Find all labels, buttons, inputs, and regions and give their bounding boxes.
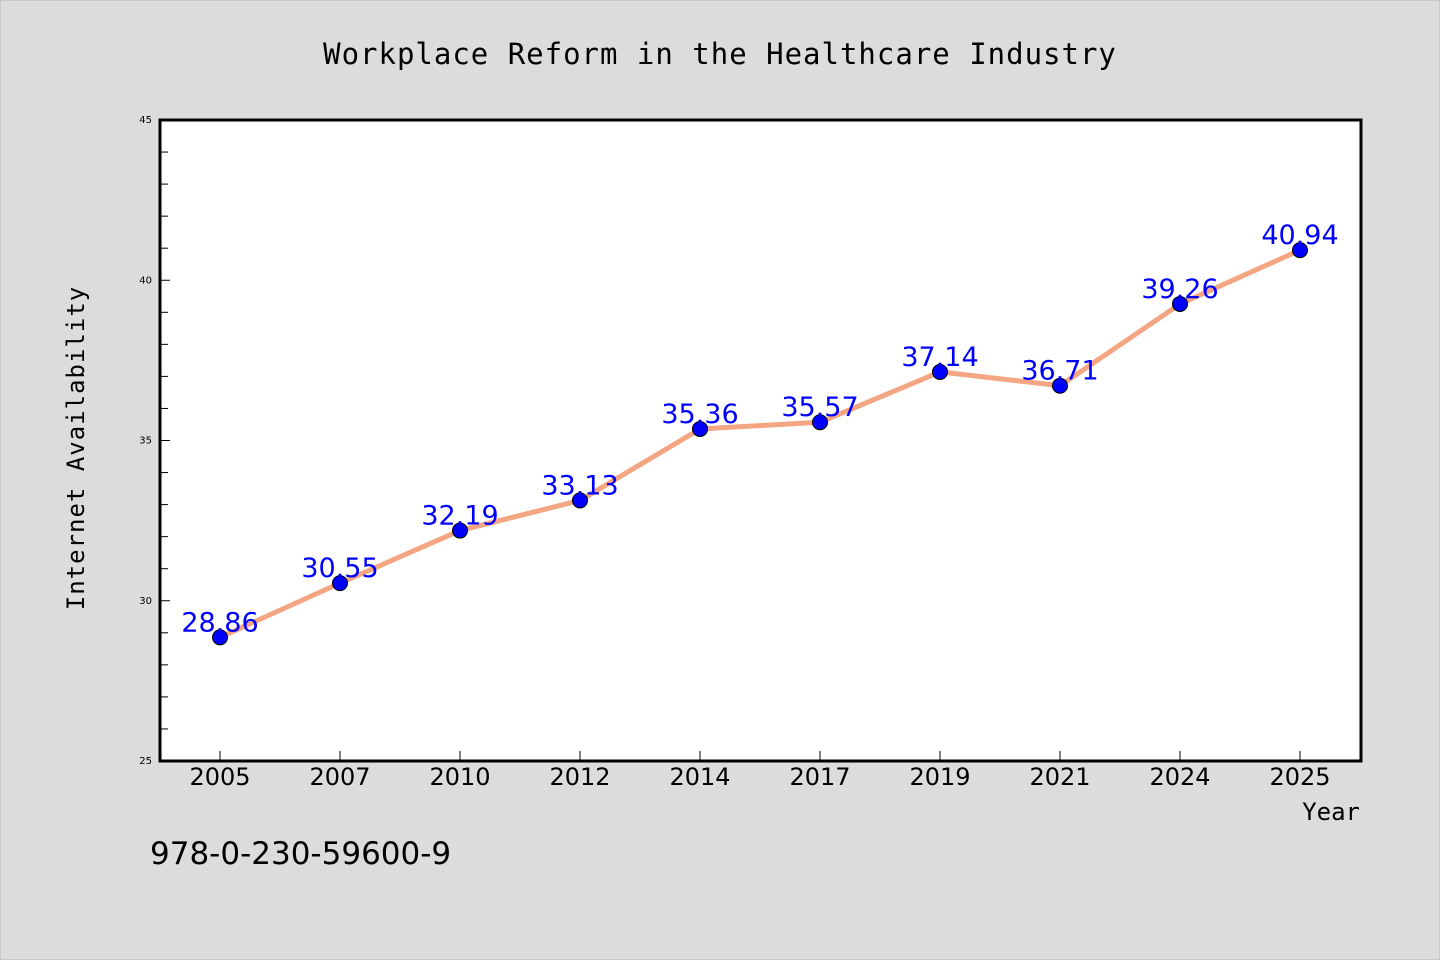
y-axis-label: Internet Availability <box>62 286 90 610</box>
data-point <box>572 492 588 509</box>
x-tick-label: 2024 <box>1149 763 1210 791</box>
plot-area <box>158 118 1363 763</box>
data-point <box>1052 377 1068 394</box>
x-axis-label: Year <box>1302 798 1360 826</box>
x-tick-label: 2007 <box>309 763 370 791</box>
data-label: 33.13 <box>541 470 618 501</box>
data-point <box>212 629 228 646</box>
data-label: 32.19 <box>421 501 498 532</box>
series-line <box>217 247 1303 640</box>
data-label: 30.55 <box>301 553 378 584</box>
x-tick-label: 2012 <box>549 763 610 791</box>
data-label: 36.71 <box>1021 356 1098 387</box>
data-point <box>932 363 948 380</box>
y-tick-label: 45 <box>139 115 152 126</box>
x-tick-label: 2005 <box>189 763 250 791</box>
data-point <box>692 420 708 437</box>
x-tick-label: 2021 <box>1029 763 1090 791</box>
data-label: 28.86 <box>181 607 258 638</box>
data-labels: 28.86 30.55 32.19 33.13 35.36 35.57 37.14 36.71… <box>181 220 1338 638</box>
data-label: 37.14 <box>901 342 978 373</box>
data-label: 40.94 <box>1261 220 1338 251</box>
data-point <box>1292 242 1308 259</box>
chart-title: Workplace Reform in the Healthcare Indus… <box>323 37 1117 71</box>
data-point <box>452 522 468 539</box>
y-axis-ticks: 25 30 35 40 45 <box>139 115 170 767</box>
x-tick-label: 2014 <box>669 763 730 791</box>
x-tick-label: 2025 <box>1269 763 1330 791</box>
data-point <box>332 575 348 592</box>
data-point <box>812 414 828 431</box>
series-line-group <box>217 247 1303 640</box>
y-tick-label: 30 <box>139 596 152 607</box>
x-tick-label: 2017 <box>789 763 850 791</box>
data-point <box>1172 295 1188 312</box>
x-tick-label: 2019 <box>909 763 970 791</box>
x-axis-ticks: 2005 2007 2010 2012 2014 2017 2019 2021 2024 2025 <box>189 751 1331 791</box>
x-tick-label: 2010 <box>429 763 490 791</box>
data-label: 35.57 <box>781 392 858 423</box>
data-label: 35.36 <box>661 399 738 430</box>
series-markers <box>212 242 1308 646</box>
isbn-annotation: 978-0-230-59600-9 <box>150 836 451 872</box>
y-tick-label: 25 <box>139 756 152 767</box>
data-label: 39.26 <box>1141 274 1218 305</box>
y-tick-label: 40 <box>139 275 152 286</box>
y-tick-label: 35 <box>139 436 152 447</box>
